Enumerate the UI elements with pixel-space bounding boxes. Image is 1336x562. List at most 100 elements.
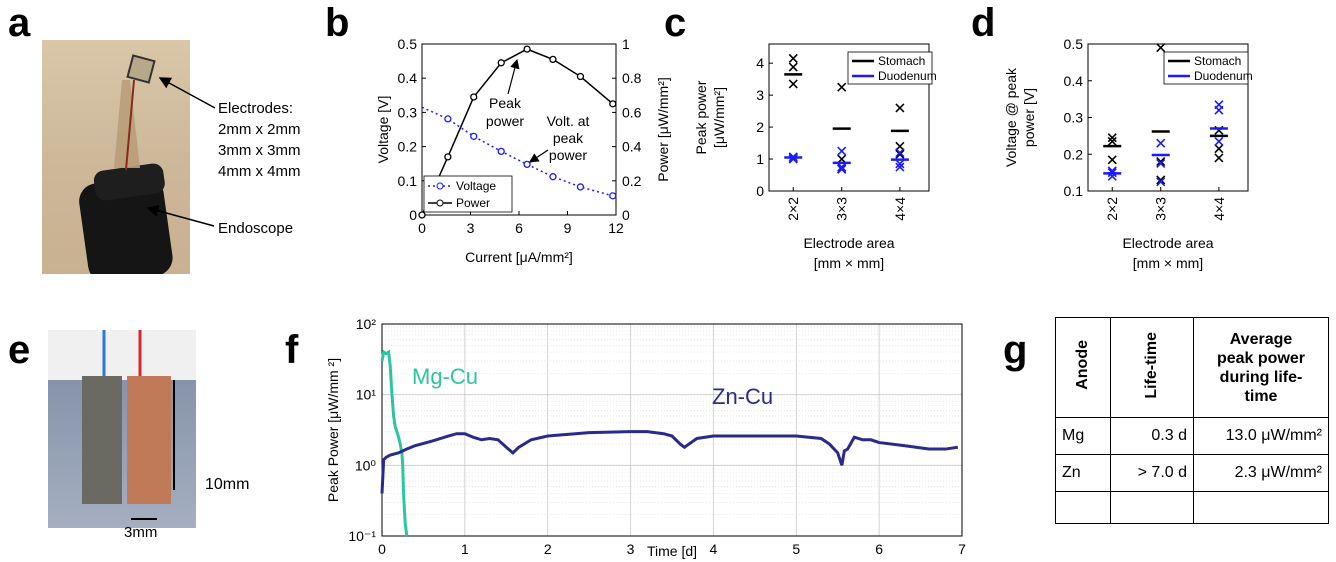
x-tick-label-c: 2×2 [785, 197, 801, 221]
duodenum-point [1214, 105, 1224, 115]
x-tick-label-f: 6 [875, 541, 883, 557]
y-axis-label-f: Peak Power [μW/mm ²] [325, 358, 341, 502]
table-cell [1193, 491, 1329, 524]
voltage-point [444, 115, 452, 123]
duodenum-point [895, 159, 905, 169]
legend-label-duodenum: Duodenum [1194, 69, 1253, 83]
mgcu-label: Mg-Cu [412, 364, 478, 389]
plot-frame-c [768, 43, 930, 192]
endoscope-illustration [79, 54, 173, 274]
legend-box-c [847, 51, 933, 85]
y-right-tick-label-b: 1 [622, 36, 630, 52]
panel-label-d: d [971, 1, 996, 45]
x-tick-label-d: 3×3 [1153, 197, 1169, 221]
y-tick-label-f: 10¹ [356, 387, 377, 403]
y-right-tick-label-b: 0.2 [622, 173, 642, 189]
table-header-cell: Life-time [1110, 317, 1194, 418]
stomach-point [1107, 136, 1117, 146]
electrodes-line: 2mm x 2mm [218, 121, 301, 138]
y-right-tick-label-b: 0.4 [622, 139, 642, 155]
x-axis-label-d: [mm × mm] [1133, 255, 1203, 271]
endoscope-photo [42, 40, 190, 274]
voltage-point [523, 160, 531, 169]
panel-label-g: g [1003, 328, 1028, 372]
x-axis-label-c: Electrode area [803, 235, 894, 251]
scale-10mm-label: 10mm [205, 476, 250, 493]
table-cell: Zn [1055, 454, 1111, 492]
x-axis-label-b: Current [μA/mm²] [465, 249, 573, 265]
header-line: peak power [1216, 349, 1306, 367]
header-line: Average [1229, 330, 1293, 348]
duodenum-point [1214, 136, 1224, 146]
header-line: time [1244, 387, 1278, 405]
y-tick-label-f: 10² [356, 316, 377, 332]
y-tick-label-b: 0.3 [398, 104, 418, 120]
y-tick-label-d: 0.2 [1064, 146, 1084, 162]
x-tick-label-f: 5 [792, 541, 800, 557]
y-right-tick-label-b: 0 [622, 207, 630, 223]
annotation-volt-peak: power [549, 147, 587, 163]
legend-label-voltage: Voltage [456, 179, 496, 193]
voltage-point [549, 173, 557, 181]
power-point [549, 55, 557, 64]
voltage-point [470, 132, 478, 140]
x-tick-label-f: 7 [958, 541, 966, 557]
x-tick-label-f: 1 [461, 541, 469, 557]
x-tick-label-f: 0 [378, 541, 386, 557]
x-axis-label-f: Time [d] [647, 543, 697, 559]
duodenum-point [1156, 177, 1166, 187]
panel-label-e: e [8, 328, 31, 372]
anode-header: Anode [1074, 340, 1091, 390]
table-row: Mg 0.3 d 13.0 μW/mm² [1055, 417, 1329, 455]
legend-swatch-power [436, 199, 444, 207]
x-tick-label-f: 2 [544, 541, 552, 557]
endoscope-annotation: Endoscope [218, 220, 294, 237]
zncu-line [380, 430, 959, 494]
mgcu-line [380, 349, 409, 537]
x-tick-label-c: 3×3 [834, 197, 850, 221]
legend-label-stomach: Stomach [878, 54, 925, 68]
table-cell: 0.3 d [1110, 417, 1194, 455]
power-point [609, 100, 617, 108]
annotation-arrow [529, 149, 549, 163]
y-tick-label-b: 0.5 [398, 36, 418, 52]
y-right-axis-label-b: Power [μW/mm²] [655, 77, 671, 182]
stomach-point [1214, 144, 1224, 154]
annotation-peak-power: Peak [489, 95, 522, 111]
annotation-volt-peak: peak [553, 130, 584, 146]
panel-label-f: f [285, 328, 299, 372]
y-tick-label-d: 0.4 [1064, 73, 1084, 89]
legend-swatch-voltage [436, 182, 444, 190]
annotation-arrow [507, 58, 520, 95]
legend-box-d [1163, 51, 1249, 85]
zncu-label: Zn-Cu [712, 384, 773, 409]
x-tick-label-b: 12 [608, 220, 624, 236]
power-point [470, 93, 478, 101]
stomach-point [788, 79, 798, 89]
x-tick-label-b: 6 [515, 220, 523, 236]
annotation-peak-power: power [486, 113, 524, 129]
table-cell: 13.0 μW/mm² [1193, 417, 1329, 455]
stomach-point [1156, 175, 1166, 185]
table-row [1055, 491, 1329, 524]
x-tick-label-f: 4 [710, 541, 718, 557]
duodenum-point [837, 146, 847, 156]
x-tick-label-b: 0 [418, 220, 426, 236]
stomach-point [788, 62, 798, 72]
x-tick-label-b: 3 [467, 220, 475, 236]
stomach-point [1214, 153, 1224, 163]
panel-label-c: c [664, 1, 687, 45]
voltage-point [609, 192, 617, 200]
electrodes-line: Electrodes: [218, 100, 294, 117]
duodenum-point [1156, 158, 1166, 169]
y-axis-label-c: [μW/mm²] [711, 87, 727, 148]
y-tick-label-b: 0 [409, 207, 417, 223]
y-axis-label-d: Voltage @ peak [1003, 67, 1019, 167]
x-tick-label-f: 3 [627, 541, 635, 557]
power-point [444, 153, 452, 161]
y-tick-label-c: 1 [756, 151, 764, 167]
y-tick-label-c: 0 [756, 183, 764, 199]
lifetime-header: Life-time [1143, 331, 1160, 399]
y-tick-label-b: 0.2 [398, 139, 418, 155]
table-header-cell: Anode [1055, 317, 1111, 418]
